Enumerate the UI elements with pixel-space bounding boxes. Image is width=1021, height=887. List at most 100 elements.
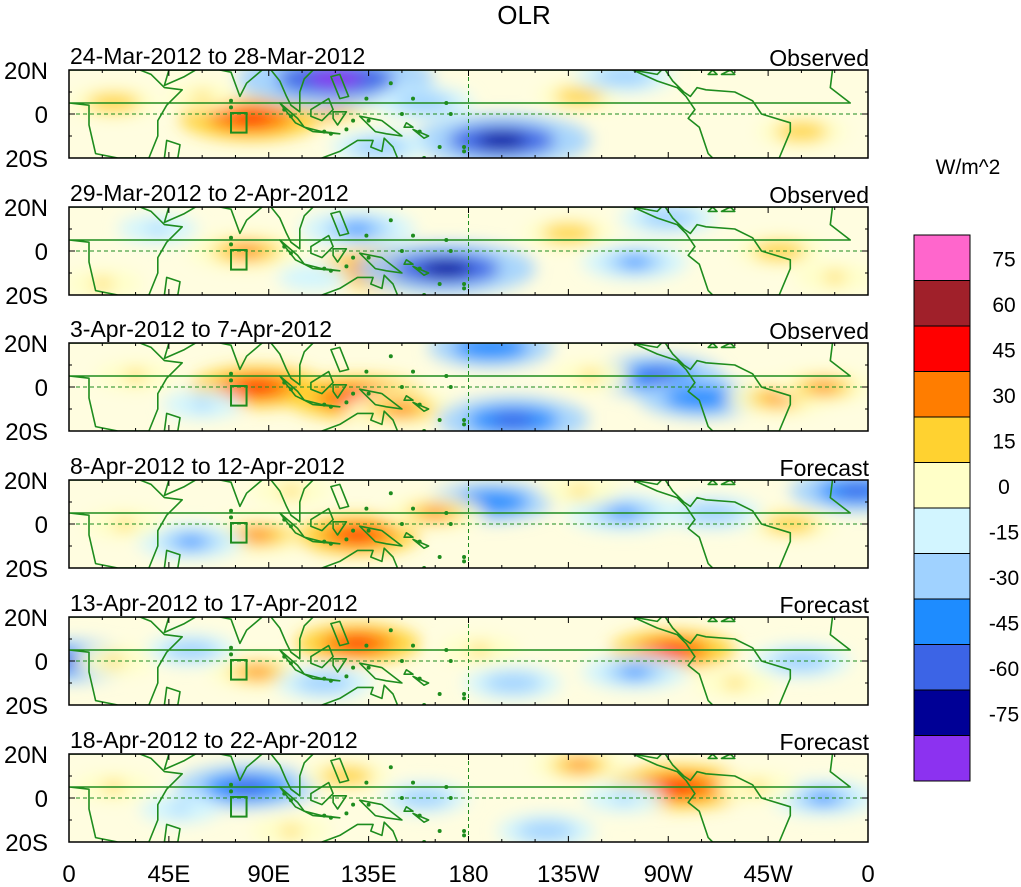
coastline	[403, 669, 414, 675]
colorbar-level-label: 60	[992, 294, 1015, 317]
anomaly-blob	[808, 792, 839, 804]
index-box	[230, 249, 248, 271]
coastline	[270, 70, 314, 113]
island	[364, 780, 369, 785]
island	[351, 528, 356, 533]
island	[351, 255, 356, 260]
coastline	[303, 263, 341, 272]
island	[437, 692, 442, 696]
coastline	[219, 480, 263, 508]
island	[462, 418, 467, 422]
island	[411, 506, 416, 511]
island	[462, 692, 467, 696]
island	[444, 374, 449, 378]
island	[322, 813, 327, 818]
anomaly-blob	[567, 91, 592, 102]
coastline	[163, 343, 197, 360]
x-tick-label: 45W	[743, 861, 793, 887]
coastline	[163, 823, 181, 842]
map-plot-area	[69, 70, 868, 158]
island	[417, 539, 422, 544]
panel-date-label: 24-Mar-2012 to 28-Mar-2012	[70, 43, 365, 69]
island	[328, 268, 333, 273]
panel-kind-label: Observed	[769, 45, 869, 71]
lat-label: 20N	[4, 331, 48, 358]
coastline	[332, 384, 348, 399]
x-tick-label: 0	[861, 861, 874, 887]
island	[462, 286, 467, 291]
colorbar-level-label: 30	[992, 385, 1015, 408]
anomaly-blob	[555, 228, 581, 239]
colorbar-level-label: 15	[992, 431, 1015, 454]
anomaly-blob	[723, 678, 747, 688]
anomaly-field	[69, 70, 846, 158]
map-panel: 20N 0 20S 8-Apr-2012 to 12-Apr-2012 Forecast	[4, 453, 870, 583]
panel-kind-label: Forecast	[780, 455, 870, 481]
anomaly-blob	[619, 666, 650, 678]
island	[411, 369, 416, 374]
island	[437, 829, 442, 833]
island	[288, 387, 293, 392]
coastline	[707, 480, 718, 486]
island	[229, 782, 234, 787]
island	[344, 400, 349, 405]
map-plot-area	[69, 207, 868, 295]
island	[322, 402, 327, 407]
index-box	[230, 522, 248, 544]
island	[366, 528, 371, 533]
island	[322, 539, 327, 544]
coastline	[163, 617, 197, 634]
coastline	[631, 207, 792, 295]
map-plot-area	[69, 480, 868, 568]
island	[282, 654, 287, 659]
anomaly-blob	[230, 111, 272, 126]
island	[444, 238, 449, 242]
anomaly-blob	[340, 637, 376, 650]
index-box	[230, 659, 248, 681]
anomaly-blob	[473, 343, 509, 354]
x-tick-label: 0	[62, 861, 75, 887]
coastline	[321, 274, 399, 295]
island	[288, 251, 293, 256]
island	[462, 149, 467, 154]
longitude-axis: 0 45E 90E 135E 180 135W 90W 45W 0	[62, 861, 874, 887]
anomaly-blob	[838, 484, 868, 498]
coastline	[358, 388, 403, 410]
coastline	[330, 620, 350, 647]
island	[388, 354, 393, 359]
island	[322, 266, 327, 271]
coastline	[403, 259, 414, 265]
anomaly-blob	[279, 486, 303, 496]
anomaly-blob	[684, 391, 720, 405]
coastline	[303, 810, 341, 819]
coastline	[219, 617, 263, 645]
island	[388, 628, 393, 633]
island	[351, 391, 356, 396]
lat-label: 0	[35, 239, 48, 266]
x-tick-label: 180	[448, 861, 488, 887]
anomaly-blob	[307, 70, 363, 88]
island	[462, 696, 467, 701]
panel-stack: 20N 0 20S 24-Mar-2012 to 28-Mar-2012 Observe…	[4, 43, 870, 857]
colorbar-level-label: -75	[989, 704, 1019, 727]
coastline	[403, 395, 414, 401]
map-panel: 20N 0 20S 3-Apr-2012 to 7-Apr-2012 Observed	[4, 316, 869, 446]
coastline	[332, 795, 348, 810]
island	[437, 145, 442, 149]
island	[282, 517, 287, 522]
anomaly-blob	[279, 826, 303, 836]
island	[417, 129, 422, 134]
coastline	[321, 137, 399, 158]
coastline	[720, 754, 736, 760]
panel-date-label: 13-Apr-2012 to 17-Apr-2012	[70, 590, 358, 616]
island	[328, 678, 333, 683]
coastline	[403, 122, 414, 128]
coastline	[631, 70, 792, 158]
lat-label: 0	[35, 786, 48, 813]
island	[417, 266, 422, 271]
anomaly-blob	[176, 535, 207, 548]
lat-label: 20S	[5, 146, 48, 173]
coastline	[631, 343, 792, 431]
coastline	[358, 252, 403, 274]
island	[229, 652, 234, 657]
